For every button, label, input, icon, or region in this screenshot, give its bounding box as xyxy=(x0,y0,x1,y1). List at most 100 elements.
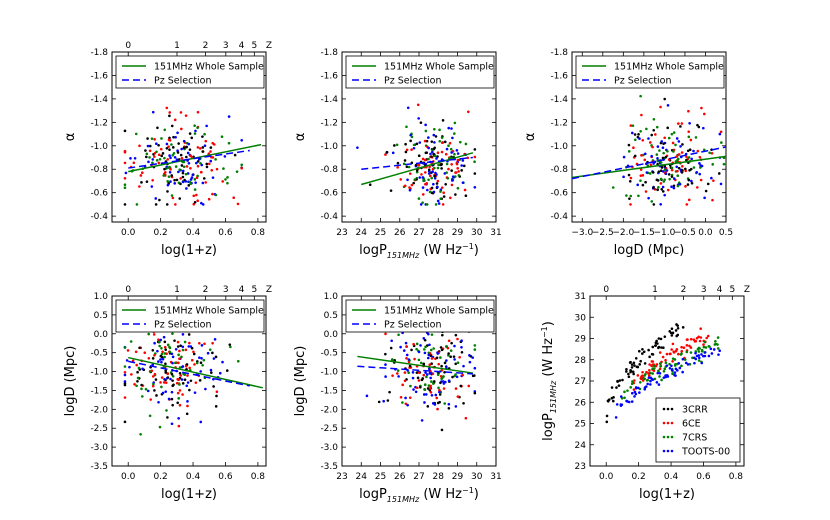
data-point xyxy=(166,190,169,193)
data-point xyxy=(180,378,184,381)
data-point xyxy=(422,373,426,377)
data-point xyxy=(240,163,243,167)
data-point xyxy=(647,196,650,200)
data-point xyxy=(712,179,715,182)
data-point xyxy=(188,148,192,151)
plot-area xyxy=(357,321,477,432)
data-point xyxy=(211,341,214,345)
legend-entry: 151MHz Whole Sample xyxy=(154,306,264,317)
data-point xyxy=(672,177,676,180)
data-point xyxy=(140,383,143,387)
sample-point-toots-00 xyxy=(615,403,619,406)
x-tick-label: 0.4 xyxy=(186,228,201,238)
data-point xyxy=(167,145,170,148)
data-point xyxy=(406,403,409,407)
sample-point-toots-00 xyxy=(619,403,623,406)
data-point xyxy=(417,350,421,354)
data-point xyxy=(425,139,429,143)
data-point xyxy=(680,151,684,154)
data-point xyxy=(177,397,180,400)
pz-selection-fit-line xyxy=(361,156,473,170)
data-point xyxy=(424,171,427,174)
data-point xyxy=(654,133,657,136)
data-point xyxy=(196,164,200,168)
sample-point-3crr xyxy=(657,346,660,350)
sample-point-toots-00 xyxy=(657,383,661,386)
data-point xyxy=(706,182,710,186)
data-point xyxy=(421,193,425,196)
sample-point-toots-00 xyxy=(710,352,714,355)
sample-point-6ce xyxy=(682,346,686,349)
sample-point-7crs xyxy=(630,382,634,386)
data-point xyxy=(663,97,667,101)
data-point xyxy=(473,172,477,175)
data-point xyxy=(171,403,174,407)
pz-selection-fit-line xyxy=(357,365,473,375)
x-tick-label: 0.0 xyxy=(599,472,614,482)
sample-point-toots-00 xyxy=(674,374,677,377)
data-point xyxy=(175,381,179,385)
data-point xyxy=(461,159,465,162)
legend-entry: Pz Selection xyxy=(384,76,442,87)
y-axis-label: α xyxy=(293,133,308,142)
data-point xyxy=(422,337,426,340)
data-point xyxy=(416,376,420,380)
data-point xyxy=(185,155,188,159)
data-point xyxy=(648,141,652,144)
data-point xyxy=(448,141,452,145)
x-tick-label: 0.4 xyxy=(186,472,201,482)
data-point xyxy=(201,181,205,185)
y-tick-label: -0.6 xyxy=(90,189,108,199)
data-point xyxy=(168,154,171,157)
data-point xyxy=(195,193,198,197)
data-point xyxy=(397,375,400,378)
sample-point-7crs xyxy=(673,364,677,367)
data-point xyxy=(685,203,689,206)
data-point xyxy=(699,178,703,182)
data-point xyxy=(132,161,136,165)
data-point xyxy=(462,401,465,405)
data-point xyxy=(406,106,410,110)
data-point xyxy=(687,178,691,182)
data-point xyxy=(456,186,460,190)
data-point xyxy=(456,166,459,170)
data-point xyxy=(698,155,702,159)
sample-point-7crs xyxy=(716,336,720,339)
data-point xyxy=(199,161,202,165)
x-tick-label: 26 xyxy=(394,228,406,238)
data-point xyxy=(412,143,416,147)
sample-point-6ce xyxy=(680,349,684,353)
data-point xyxy=(192,194,196,198)
data-point xyxy=(169,180,172,183)
data-point xyxy=(190,346,194,350)
x-axis-label: log(1+z) xyxy=(161,243,217,258)
data-point xyxy=(659,161,663,164)
data-point xyxy=(419,344,422,347)
data-point xyxy=(368,183,372,187)
data-point xyxy=(464,142,468,146)
data-point xyxy=(178,389,182,392)
sample-point-toots-00 xyxy=(619,395,623,398)
data-point xyxy=(416,163,420,167)
data-point xyxy=(205,162,209,166)
data-point xyxy=(395,143,399,147)
sample-point-6ce xyxy=(641,370,644,374)
data-point xyxy=(198,356,201,359)
sample-point-6ce xyxy=(706,334,710,338)
data-point xyxy=(408,188,412,192)
data-point xyxy=(700,164,704,168)
data-point xyxy=(427,351,431,355)
data-point xyxy=(196,146,200,149)
data-point xyxy=(159,354,163,358)
data-point xyxy=(159,147,163,151)
data-point xyxy=(449,349,453,352)
data-point xyxy=(222,167,225,170)
data-point xyxy=(431,402,435,405)
data-point xyxy=(432,182,435,186)
data-point xyxy=(130,373,133,376)
data-point xyxy=(176,131,179,135)
z-tick-label: 2 xyxy=(681,285,687,295)
data-point xyxy=(196,199,199,203)
data-point xyxy=(466,156,470,160)
data-point xyxy=(390,339,393,343)
